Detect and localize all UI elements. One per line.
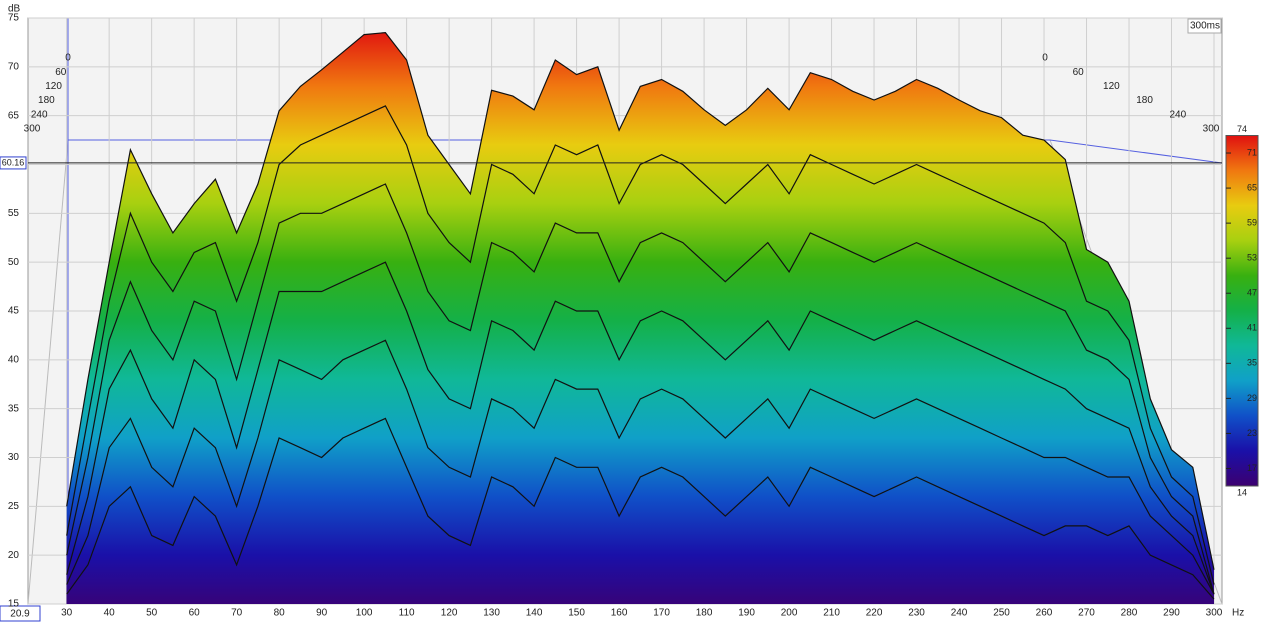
x-tick-label: 100 <box>356 608 373 619</box>
x-tick-label: 190 <box>738 608 755 619</box>
time-label: 300ms <box>1190 21 1220 32</box>
time-tick-label: 0 <box>65 53 71 64</box>
x-tick-label: 30 <box>61 608 73 619</box>
x-tick-label: 230 <box>908 608 925 619</box>
x-tick-label: 110 <box>399 608 415 619</box>
x-tick-label: 70 <box>231 608 243 619</box>
y-tick-label: 35 <box>8 403 20 414</box>
colorbar-tick-label: 35 <box>1247 358 1257 368</box>
x-tick-label: 200 <box>781 608 798 619</box>
x-tick-label: 280 <box>1121 608 1138 619</box>
time-label-box <box>1187 18 1222 34</box>
x-tick-label: 90 <box>316 608 328 619</box>
x-tick-label: 130 <box>483 608 500 619</box>
time-tick-label: 180 <box>1136 95 1153 106</box>
x-tick-label: 290 <box>1163 608 1180 619</box>
y-tick-label: 40 <box>8 354 20 365</box>
slice-line <box>66 105 1215 585</box>
cursor-label-box <box>0 156 27 170</box>
time-tick-label: 120 <box>45 81 62 92</box>
x-tick-label: 260 <box>1036 608 1053 619</box>
x-tick-label: 150 <box>568 608 585 619</box>
slice-line <box>66 339 1215 595</box>
x-tick-label: 160 <box>611 608 628 619</box>
x-tick-label: 240 <box>951 608 968 619</box>
time-tick-label: 120 <box>1103 81 1120 92</box>
colorbar-tick-label: 41 <box>1247 323 1257 333</box>
x-tick-label: 180 <box>696 608 713 619</box>
colorbar-tick-label: 47 <box>1247 288 1257 298</box>
time-tick-label: 240 <box>31 109 48 120</box>
cursor-label: 60.16 <box>2 157 25 167</box>
y-tick-label: 50 <box>8 257 20 268</box>
colorbar-tick-label: 23 <box>1247 428 1257 438</box>
colorbar-max-label: 74 <box>1237 124 1247 134</box>
y-tick-label: 15 <box>8 599 20 610</box>
x-tick-label: 40 <box>104 608 116 619</box>
colorbar-tick-label: 17 <box>1247 463 1257 473</box>
slice-fill <box>66 418 1215 604</box>
slice-line <box>66 183 1215 595</box>
x-axis-label: Hz <box>1232 608 1244 619</box>
colorbar-tick-label: 71 <box>1247 147 1257 157</box>
y-tick-label: 65 <box>8 110 20 121</box>
y-tick-label: 75 <box>8 13 20 24</box>
depth-edge <box>27 139 69 605</box>
x-start-box <box>0 605 41 622</box>
x-tick-label: 270 <box>1078 608 1095 619</box>
slice-line <box>66 261 1215 595</box>
y-tick-label: 30 <box>8 452 20 463</box>
colorbar-tick-label: 65 <box>1247 182 1257 192</box>
time-tick-label: 180 <box>38 95 55 106</box>
x-tick-label: 300 <box>1206 608 1223 619</box>
x-tick-label: 140 <box>526 608 543 619</box>
x-tick-label: 250 <box>993 608 1010 619</box>
x-tick-label: 120 <box>441 608 458 619</box>
y-tick-label: 55 <box>8 208 20 219</box>
x-tick-label: 50 <box>146 608 158 619</box>
x-start-label: 20.9 <box>10 609 30 620</box>
colorbar-tick-label: 53 <box>1247 253 1257 263</box>
time-tick-label: 60 <box>55 67 67 78</box>
colorbar-tick-label: 29 <box>1247 393 1257 403</box>
colorbar <box>1225 135 1259 487</box>
slice-line <box>66 31 1215 570</box>
time-tick-label: 240 <box>1169 109 1186 120</box>
y-axis-label: dB <box>8 4 21 15</box>
y-tick-label: 70 <box>8 61 20 72</box>
y-tick-label: 20 <box>8 550 20 561</box>
slice-line <box>66 417 1215 600</box>
x-tick-label: 170 <box>653 608 670 619</box>
y-tick-label: 25 <box>8 501 20 512</box>
x-tick-label: 60 <box>189 608 201 619</box>
y-tick-label: 45 <box>8 306 20 317</box>
colorbar-tick-label: 59 <box>1247 218 1257 228</box>
time-tick-label: 60 <box>1073 67 1085 78</box>
x-tick-label: 80 <box>274 608 286 619</box>
x-tick-label: 210 <box>823 608 840 619</box>
x-tick-label: 220 <box>866 608 883 619</box>
time-tick-label: 300 <box>1203 124 1220 135</box>
colorbar-min-label: 14 <box>1237 487 1247 497</box>
time-tick-label: 300 <box>24 124 41 135</box>
time-tick-label: 0 <box>1042 53 1048 64</box>
